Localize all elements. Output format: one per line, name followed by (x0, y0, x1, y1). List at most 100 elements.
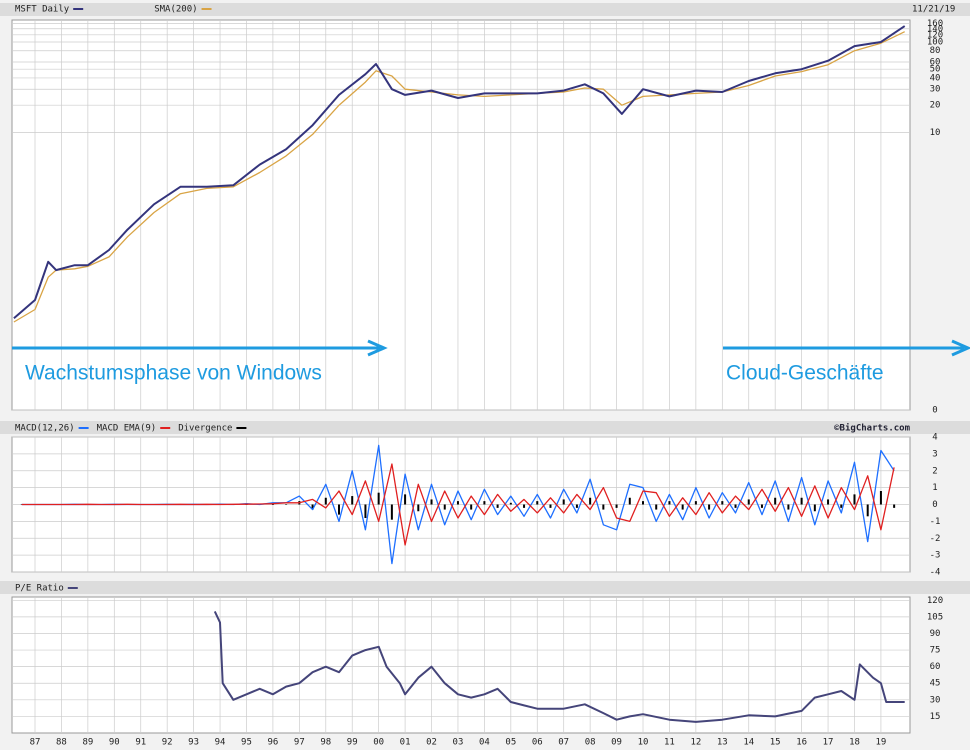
x-tick-label: 92 (162, 738, 173, 748)
annotation: Wachstumsphase von Windows (25, 362, 322, 385)
y-tick-label: 4 (932, 433, 937, 443)
divergence-bar (589, 497, 592, 505)
x-tick-label: 95 (241, 738, 252, 748)
divergence-bar (694, 501, 697, 505)
marks (13, 25, 906, 723)
y-tick-label: 3 (932, 449, 937, 459)
x-tick-label: 07 (558, 738, 569, 748)
x-tick-label: 00 (373, 738, 384, 748)
divergence-bar (668, 501, 671, 505)
x-tick-label: 11 (664, 738, 675, 748)
divergence-bar (721, 501, 724, 505)
x-tick-label: 97 (294, 738, 305, 748)
legend-label: MACD EMA(9) (97, 424, 157, 434)
x-tick-label: 90 (109, 738, 120, 748)
y-tick-label: 80 (930, 46, 941, 56)
divergence-bar (430, 499, 433, 505)
x-tick-label: 05 (505, 738, 516, 748)
legend-label: Divergence (178, 424, 232, 434)
series-line (21, 463, 895, 546)
x-tick-label: 02 (426, 738, 437, 748)
divergence-bar (628, 497, 631, 505)
plot-area (11, 596, 911, 734)
divergence-bar (377, 492, 380, 505)
x-tick-label: 91 (135, 738, 146, 748)
y-tick-label: 75 (930, 646, 941, 656)
divergence-bar (708, 504, 711, 510)
divergence-bar (615, 504, 618, 508)
legend-label: MSFT Daily (15, 5, 70, 15)
legend-label: P/E Ratio (15, 584, 64, 594)
y-tick-label: -3 (930, 551, 941, 561)
x-tick-label: 03 (453, 738, 464, 748)
x-tick-label: 08 (585, 738, 596, 748)
x-tick-label: 89 (82, 738, 93, 748)
y-tick-label: 90 (930, 629, 941, 639)
y-tick-label: 60 (930, 58, 941, 68)
x-tick-label: 93 (188, 738, 199, 748)
series-line (13, 31, 905, 323)
credit: ©BigCharts.com (834, 423, 910, 434)
divergence-bar (602, 504, 605, 510)
series-line (13, 25, 906, 319)
divergence-bar (404, 494, 407, 505)
header-bar (0, 3, 970, 16)
legend-label: MACD(12,26) (15, 424, 75, 434)
divergence-bar (879, 491, 882, 505)
x-tick-label: 87 (30, 738, 41, 748)
x-tick-label: 06 (532, 738, 543, 748)
divergence-bar (351, 496, 354, 505)
arrow-head (951, 339, 970, 357)
divergence-bar (893, 504, 896, 508)
divergence-bar (456, 501, 459, 505)
header-bar (0, 421, 970, 434)
divergence-bar (642, 501, 645, 505)
header-bar (0, 581, 970, 594)
divergence-bar (364, 504, 367, 518)
divergence-bar (390, 504, 393, 520)
y-tick-label: 120 (927, 596, 943, 606)
x-tick-label: 18 (849, 738, 860, 748)
y-tick-label: -2 (930, 534, 941, 544)
divergence-bar (760, 504, 763, 508)
x-tick-label: 19 (875, 738, 886, 748)
divergence-bar (747, 499, 750, 505)
y-tick-label: -1 (930, 517, 941, 527)
x-tick-label: 12 (690, 738, 701, 748)
x-tick-label: 96 (267, 738, 278, 748)
divergence-bar (324, 497, 327, 505)
y-tick-label: 20 (930, 101, 941, 111)
divergence-bar (523, 504, 526, 508)
divergence-bar (311, 504, 314, 510)
y-tick-label: 2 (932, 466, 937, 476)
y-tick-label: 0 (932, 406, 937, 416)
x-tick-label: 16 (796, 738, 807, 748)
divergence-bar (417, 504, 420, 512)
y-tick-label: 15 (930, 712, 941, 722)
y-tick-label: -4 (930, 568, 941, 578)
divergence-bar (285, 504, 288, 505)
arrow-head (367, 339, 388, 357)
divergence-bar (470, 504, 473, 510)
divergence-bar (496, 504, 499, 508)
divergence-bar (866, 504, 869, 517)
y-tick-label: 50 (930, 65, 941, 75)
x-tick-label: 88 (56, 738, 67, 748)
series-line (213, 610, 905, 723)
divergence-bar (509, 502, 512, 505)
y-tick-label: 0 (932, 500, 937, 510)
x-tick-label: 04 (479, 738, 490, 748)
x-tick-label: 13 (717, 738, 728, 748)
x-tick-label: 10 (638, 738, 649, 748)
divergence-bar (536, 501, 539, 505)
date-label: 11/21/19 (912, 5, 955, 15)
divergence-bar (271, 504, 274, 505)
y-tick-label: 30 (930, 695, 941, 705)
y-tick-label: 105 (927, 612, 943, 622)
x-tick-label: 98 (320, 738, 331, 748)
y-tick-label: 100 (927, 37, 943, 47)
y-tick-label: 160 (927, 19, 943, 29)
divergence-bar (681, 504, 684, 510)
divergence-bar (734, 504, 737, 508)
